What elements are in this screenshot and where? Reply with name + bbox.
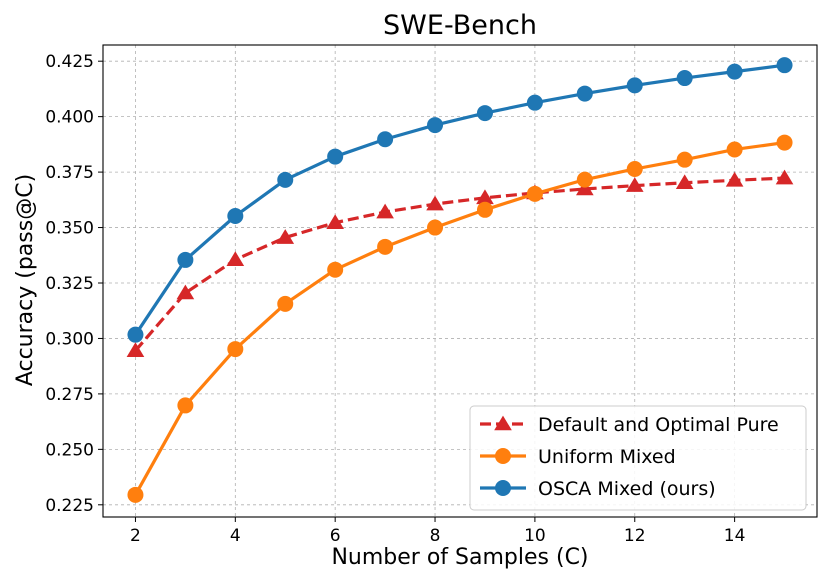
data-point <box>775 169 794 185</box>
legend-entry: Uniform Mixed <box>480 446 676 468</box>
data-point <box>576 85 593 102</box>
y-tick-label: 0.225 <box>45 496 94 516</box>
x-tick-label: 14 <box>724 526 746 546</box>
data-point <box>377 131 394 148</box>
series-line <box>134 63 785 336</box>
data-point <box>177 251 194 268</box>
data-point <box>227 208 244 225</box>
legend-label: Default and Optimal Pure <box>538 414 779 436</box>
data-point <box>327 261 344 278</box>
data-point <box>376 203 394 219</box>
data-point <box>377 238 394 255</box>
data-point <box>427 219 444 236</box>
data-point <box>675 174 694 190</box>
x-tick-label: 2 <box>130 526 141 546</box>
data-point <box>526 94 543 111</box>
data-point <box>476 189 494 205</box>
x-tick-label: 8 <box>430 526 441 546</box>
data-point <box>276 229 295 244</box>
y-tick-label: 0.400 <box>45 108 94 128</box>
x-axis-title: Number of Samples (C) <box>331 545 588 570</box>
x-tick-label: 12 <box>624 526 646 546</box>
data-point <box>476 105 493 122</box>
data-point <box>277 295 294 312</box>
legend-label: Uniform Mixed <box>538 446 676 468</box>
legend-marker <box>495 448 511 464</box>
chart-title: SWE-Bench <box>383 10 537 41</box>
series-0 <box>126 169 794 357</box>
data-point <box>177 397 194 414</box>
x-tick-label: 10 <box>524 526 546 546</box>
data-point <box>576 180 594 196</box>
x-tick-label: 6 <box>330 526 341 546</box>
y-tick-label: 0.375 <box>45 163 94 183</box>
data-point <box>426 195 444 211</box>
data-point <box>776 134 793 151</box>
data-point <box>227 341 244 358</box>
data-point <box>476 201 493 218</box>
legend-box <box>469 405 807 511</box>
data-point <box>226 251 245 267</box>
data-point <box>427 117 444 134</box>
plot-frame <box>102 44 818 518</box>
data-point <box>725 171 744 187</box>
x-tick-label: 4 <box>230 526 241 546</box>
data-point <box>726 63 743 80</box>
y-tick-label: 0.350 <box>45 219 94 239</box>
y-axis-title: Accuracy (pass@C) <box>13 174 38 386</box>
legend: Default and Optimal Pure Uniform Mixed OSC… <box>469 405 807 511</box>
legend-marker <box>494 415 512 431</box>
data-point <box>176 284 195 300</box>
ticks: 2 4 6 8 10 12 14 0.225 0.250 0.275 0.300 0.325 0.350… <box>45 52 745 546</box>
legend-label: OSCA Mixed (ours) <box>538 478 716 500</box>
data-point <box>576 171 593 188</box>
data-point <box>327 148 344 165</box>
series-2 <box>127 57 793 343</box>
data-point <box>127 486 144 503</box>
legend-marker <box>495 480 511 496</box>
data-point <box>277 171 294 188</box>
y-tick-label: 0.300 <box>45 329 94 349</box>
data-point <box>625 177 644 192</box>
data-point <box>326 214 344 229</box>
y-tick-label: 0.275 <box>45 385 94 405</box>
series-1 <box>127 134 793 503</box>
legend-entry: OSCA Mixed (ours) <box>480 478 716 500</box>
data-point <box>626 160 643 177</box>
data-point <box>726 141 743 158</box>
legend-entry: Default and Optimal Pure <box>480 414 779 436</box>
y-tick-label: 0.250 <box>45 440 94 460</box>
data-point <box>127 326 144 343</box>
data-point <box>526 185 543 202</box>
data-point <box>776 57 793 74</box>
series-layer <box>126 57 794 503</box>
data-point <box>126 342 145 357</box>
y-tick-label: 0.425 <box>45 52 94 72</box>
data-point <box>676 151 693 168</box>
data-point <box>676 70 693 87</box>
data-point <box>626 77 643 94</box>
series-line <box>134 176 785 352</box>
y-tick-label: 0.325 <box>45 274 94 294</box>
series-line <box>134 141 785 496</box>
